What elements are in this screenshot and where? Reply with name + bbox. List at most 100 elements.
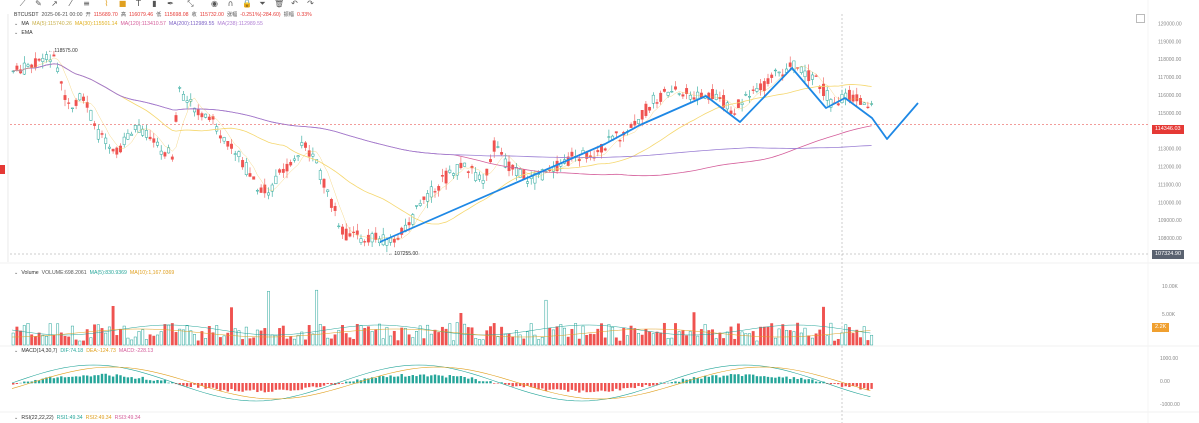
chevron-icon[interactable]: ⌄ <box>14 415 19 421</box>
macd-histogram-bar <box>548 383 551 390</box>
measure-tool-icon[interactable]: ⤡ <box>187 0 194 8</box>
candle-body <box>133 125 137 130</box>
volume-bar <box>130 339 134 346</box>
macd-histogram-bar <box>345 381 348 384</box>
ma-legend-name: MA <box>21 21 30 27</box>
volume-bar <box>300 331 304 346</box>
volume-bar <box>637 332 640 346</box>
macd-histogram-bar <box>359 380 363 384</box>
macd-histogram-bar <box>419 374 422 384</box>
candle-body <box>341 226 344 235</box>
datetime-label: 2025-06-21 00:00 <box>41 12 83 18</box>
candle-body <box>755 88 759 92</box>
candle-body <box>489 159 492 163</box>
candle-body <box>748 96 751 98</box>
brush-tool-icon[interactable]: ⁄ <box>69 0 72 8</box>
volume-bar <box>63 335 67 346</box>
macd-histogram-bar <box>130 377 133 384</box>
text-tool-icon[interactable]: T <box>136 0 141 8</box>
undo-icon[interactable]: ↶ <box>291 0 298 8</box>
volume-bar <box>363 327 367 346</box>
candle-body <box>714 93 718 100</box>
high-price-marker: ← 118575.00 <box>48 48 78 54</box>
chevron-icon[interactable]: ⌄ <box>14 21 19 27</box>
candle-body <box>777 71 781 74</box>
candle-body <box>337 225 341 227</box>
volume-bar <box>93 324 97 346</box>
pattern-tool-icon[interactable]: ⌇ <box>104 0 109 8</box>
volume-bar <box>825 335 829 346</box>
candle-body <box>93 123 97 126</box>
pencil-tool-icon[interactable]: ✎ <box>35 0 42 8</box>
high-value: 116079.46 <box>129 12 154 18</box>
candle-body <box>688 94 692 100</box>
ema-legend[interactable]: ⌄ EMA <box>14 30 33 36</box>
trash-icon[interactable]: 🗑 <box>274 0 285 8</box>
pen-tool-icon[interactable]: ✒ <box>167 0 174 8</box>
price-axis-tick: 116000.00 <box>1158 93 1181 99</box>
magnet-icon[interactable]: ∩ <box>227 0 234 8</box>
volume-bar <box>100 328 104 346</box>
macd-histogram-bar <box>448 375 451 384</box>
volume-bar <box>133 336 137 346</box>
candle-body <box>26 64 30 67</box>
volume-bar <box>725 331 729 346</box>
candle-body <box>444 170 448 184</box>
eye-icon[interactable]: ◉ <box>211 0 218 8</box>
ray-tool-icon[interactable]: ↗ <box>51 0 58 8</box>
candle-body <box>181 93 185 101</box>
volume-bar <box>411 337 415 346</box>
macd-histogram-bar <box>689 379 692 384</box>
volume-bar <box>329 338 333 346</box>
price-axis-tick: 115000.00 <box>1158 111 1181 117</box>
filter-icon[interactable]: ⏷ <box>259 0 266 8</box>
line-tool-icon[interactable]: ⟋ <box>19 0 26 8</box>
chevron-icon[interactable]: ⌄ <box>14 348 19 354</box>
candle-body <box>644 103 648 116</box>
volume-bar <box>296 334 300 346</box>
macd-histogram-bar <box>692 377 696 384</box>
volume-bar <box>459 312 463 346</box>
candle-body <box>426 193 430 202</box>
fullscreen-icon[interactable] <box>1136 14 1145 23</box>
volume-bar <box>211 332 215 346</box>
volume-bar <box>89 337 93 346</box>
candle-body <box>174 115 178 122</box>
redo-icon[interactable]: ↷ <box>307 0 314 8</box>
macd-histogram-bar <box>311 383 315 387</box>
bar-tool-icon[interactable]: ▮ <box>152 0 157 8</box>
volume-bar <box>392 330 396 346</box>
volume-bar <box>433 329 437 346</box>
macd-dif-line <box>11 364 871 402</box>
volume-bar <box>440 326 444 346</box>
volume-bar <box>385 327 389 346</box>
rsi-legend[interactable]: ⌄ RSI(22,22,22) RSI1:49.34 RSI2:49.34 RSI3:4… <box>14 415 141 421</box>
macd-histogram-bar <box>145 379 148 384</box>
macd-histogram-bar <box>585 383 588 393</box>
ma-legend[interactable]: ⌄ MA MA(5):115740.26 MA(30):115501.14 MA(120… <box>14 21 263 27</box>
candle-body <box>500 152 504 155</box>
volume-bar <box>193 334 196 346</box>
square-tool-icon[interactable]: ■ <box>118 0 127 8</box>
candle-body <box>159 150 163 155</box>
symbol-label[interactable]: BTCUSDT <box>14 12 39 18</box>
candle-body <box>318 170 322 180</box>
volume-bar <box>78 340 82 346</box>
lock-icon[interactable]: 🔒 <box>242 0 252 8</box>
chevron-icon[interactable]: ⌄ <box>14 270 19 276</box>
volume-legend[interactable]: ⌄ Volume VOLUME:698.2061 MA(5):830.9369 MA(1… <box>14 270 175 276</box>
volume-bar <box>233 328 237 346</box>
macd-histogram-bar <box>330 383 333 385</box>
macd-histogram-bar <box>803 379 807 384</box>
candle-body <box>226 141 230 147</box>
candle-body <box>348 233 352 237</box>
fib-tool-icon[interactable]: ≡ <box>83 0 90 8</box>
macd-legend[interactable]: ⌄ MACD(14,30,7) DIF:74.18 DEA:-124.73 MACD:-… <box>14 348 154 354</box>
volume-bar <box>526 331 529 346</box>
macd-histogram-bar <box>530 383 533 388</box>
macd-histogram-bar <box>478 381 481 384</box>
chevron-icon[interactable]: ⌄ <box>14 30 19 36</box>
macd-histogram-bar <box>696 378 699 384</box>
volume-bar <box>685 335 689 346</box>
